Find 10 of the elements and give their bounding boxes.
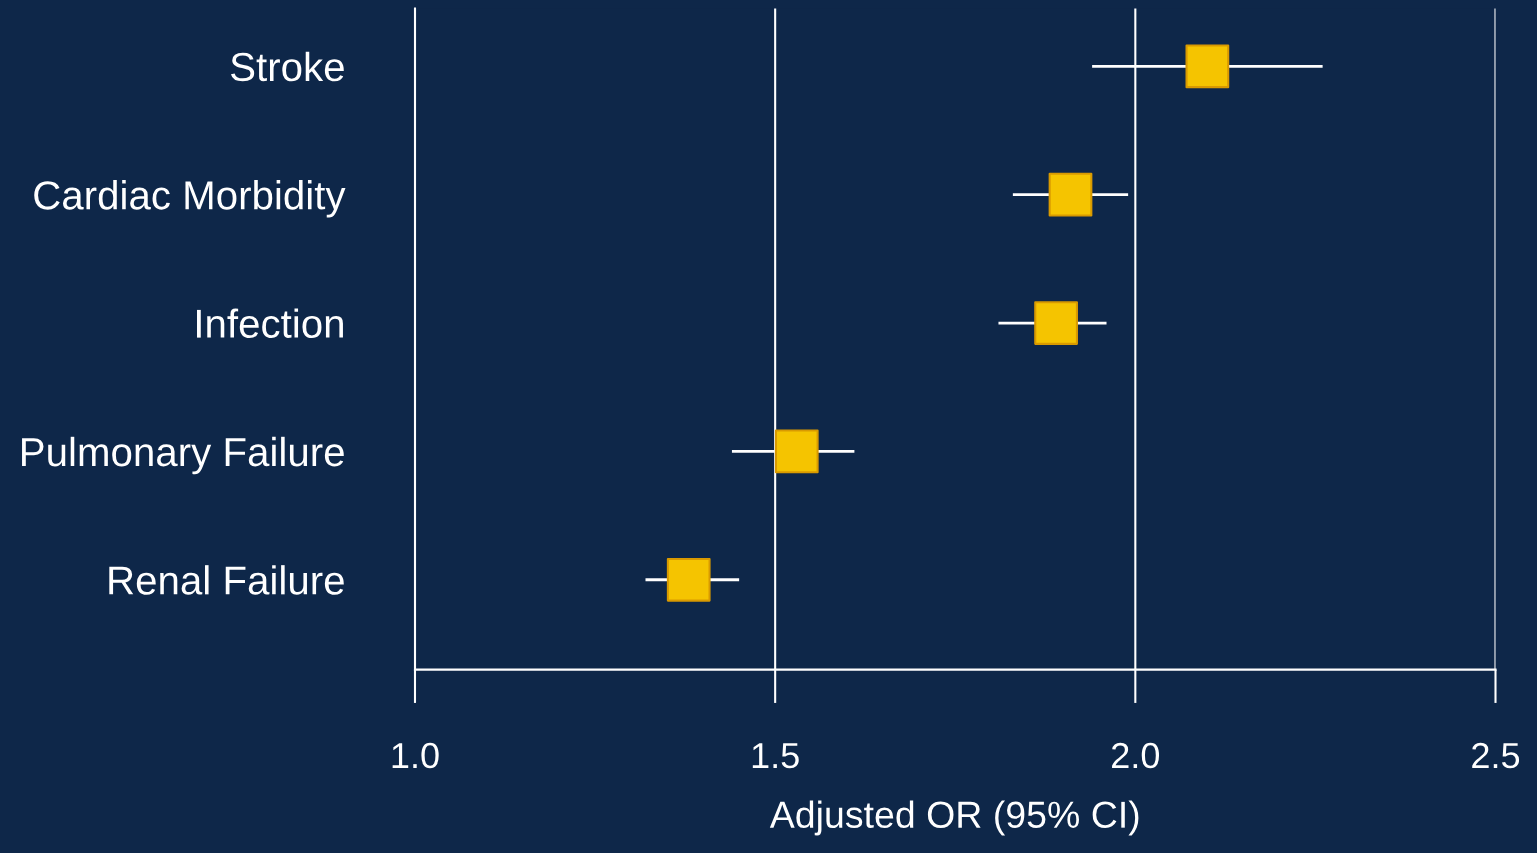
x-axis-title: Adjusted OR (95% CI) bbox=[769, 800, 1139, 836]
y-tick-label: Pulmonary Failure bbox=[22, 436, 344, 475]
y-tick-label: Cardiac Morbidity bbox=[34, 180, 346, 218]
y-tick-label: Infection bbox=[197, 308, 343, 339]
y-tick-label: Stroke bbox=[230, 51, 344, 82]
x-tick-label: 2.0 bbox=[1112, 742, 1160, 769]
y-tick-label: Renal Failure bbox=[109, 565, 344, 595]
x-tick-label: 2.5 bbox=[1472, 742, 1520, 769]
x-tick-label: 1.0 bbox=[392, 742, 439, 769]
x-tick-label: 1.5 bbox=[752, 743, 799, 769]
